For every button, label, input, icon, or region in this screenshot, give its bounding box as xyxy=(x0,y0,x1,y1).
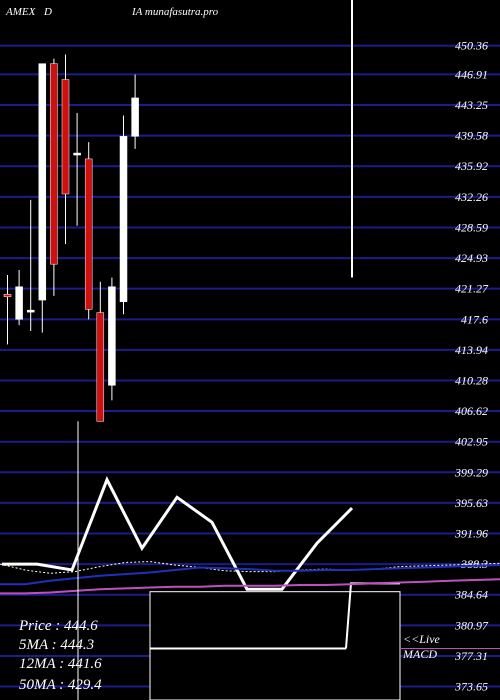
candle-body xyxy=(108,287,115,386)
macd-histogram-box xyxy=(150,592,400,700)
info-12ma: 12MA : 441.6 xyxy=(19,656,102,672)
y-tick-label: 391.96 xyxy=(454,527,488,541)
candle-body xyxy=(97,313,104,422)
y-tick-label: 373.65 xyxy=(454,680,488,694)
y-tick-label: 428.59 xyxy=(455,220,488,234)
macd-live-label: <<Live xyxy=(403,632,441,646)
y-tick-label: 435.92 xyxy=(455,159,488,173)
header-site: IA munafasutra.pro xyxy=(131,6,219,18)
candle-body xyxy=(50,64,57,265)
candle-body xyxy=(27,310,34,312)
header-exchange: AMEX xyxy=(5,6,37,18)
y-tick-label: 446.91 xyxy=(455,67,488,81)
macd-label: MACD xyxy=(402,647,437,661)
candle-body xyxy=(4,294,11,297)
y-tick-label: 417.6 xyxy=(461,312,488,326)
info-5ma: 5MA : 444.3 xyxy=(19,637,94,653)
y-tick-label: 406.62 xyxy=(455,404,488,418)
info-price: Price : 444.6 xyxy=(18,618,98,634)
y-tick-label: 399.29 xyxy=(454,465,488,479)
y-tick-label: 432.26 xyxy=(455,190,488,204)
candle-body xyxy=(16,287,23,320)
candle-body xyxy=(74,153,81,155)
y-tick-label: 395.63 xyxy=(454,496,488,510)
y-tick-label: 380.97 xyxy=(454,618,489,632)
y-tick-label: 450.36 xyxy=(455,39,488,53)
candle-body xyxy=(62,80,69,194)
y-tick-label: 384.64 xyxy=(454,588,488,602)
info-50ma: 50MA : 429.4 xyxy=(19,677,102,693)
y-tick-label: 377.31 xyxy=(454,649,488,663)
candle-body xyxy=(120,136,127,301)
y-tick-label: 410.28 xyxy=(455,373,488,387)
candle-body xyxy=(85,159,92,309)
y-tick-label: 413.94 xyxy=(455,343,488,357)
y-tick-label: 443.25 xyxy=(455,98,488,112)
candle-body xyxy=(39,64,46,300)
header-ticker: D xyxy=(43,6,52,18)
y-tick-label: 424.93 xyxy=(455,251,488,265)
candle-body xyxy=(132,98,139,136)
y-tick-label: 402.95 xyxy=(455,435,488,449)
y-tick-label: 439.58 xyxy=(455,129,488,143)
y-tick-label: 421.27 xyxy=(455,282,489,296)
